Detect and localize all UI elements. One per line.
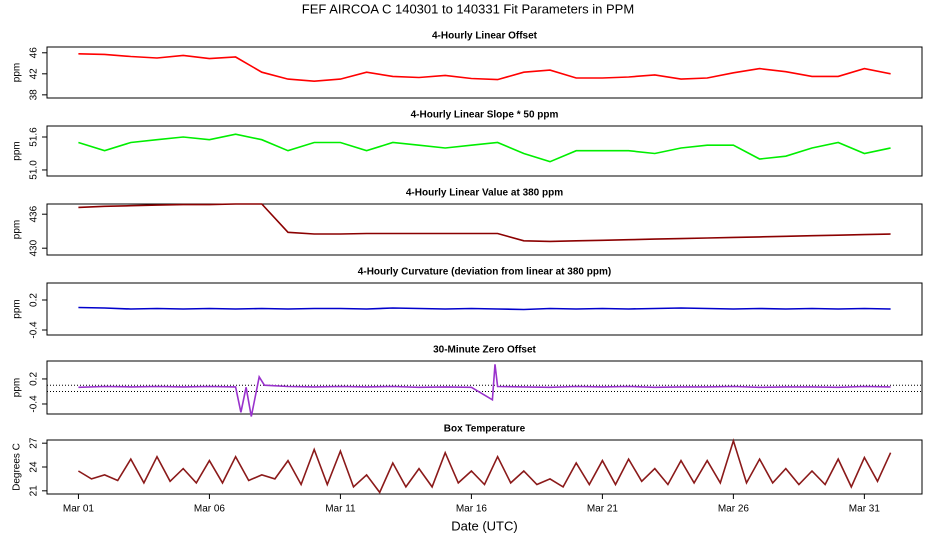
y-tick-label: 46	[29, 47, 40, 59]
panel-frame	[46, 360, 923, 415]
x-tick-label: Mar 26	[718, 504, 750, 515]
panel-frame	[46, 46, 923, 99]
y-axis-label: ppm	[12, 63, 23, 82]
x-tick-label: Mar 06	[194, 504, 226, 515]
y-tick-label: 24	[29, 461, 40, 473]
data-line	[78, 364, 891, 417]
y-axis-label: ppm	[12, 299, 23, 318]
y-tick-label: 21	[29, 485, 40, 497]
y-axis-label: ppm	[12, 220, 23, 239]
x-tick-label: Mar 16	[456, 504, 488, 515]
page-title: FEF AIRCOA C 140301 to 140331 Fit Parame…	[302, 1, 634, 16]
y-tick-label: 51.0	[29, 160, 40, 180]
panel-title: 4-Hourly Linear Value at 380 ppm	[406, 188, 563, 199]
x-axis-label: Date (UTC)	[451, 518, 517, 533]
panel-frame	[46, 203, 923, 256]
y-tick-label: 42	[29, 68, 40, 80]
y-axis-label: ppm	[12, 378, 23, 397]
y-axis-label: Degrees C	[12, 443, 23, 491]
y-tick-label: 0.2	[29, 293, 40, 307]
y-tick-label: 27	[29, 437, 40, 449]
data-line	[77, 438, 892, 494]
data-line	[78, 306, 891, 311]
panel-frame	[46, 439, 923, 495]
y-tick-label: 0.2	[29, 372, 40, 386]
y-tick-label: 51.6	[29, 127, 40, 147]
panel-frame	[46, 282, 923, 336]
x-tick-label: Mar 01	[63, 504, 95, 515]
panel-title: Box Temperature	[444, 424, 526, 435]
y-tick-label: -0.4	[29, 395, 40, 413]
y-tick-label: 38	[29, 89, 40, 101]
panel-frame	[46, 125, 923, 177]
x-tick-label: Mar 31	[849, 504, 881, 515]
y-tick-label: 436	[29, 205, 40, 222]
x-tick-label: Mar 21	[587, 504, 619, 515]
panel-title: 4-Hourly Linear Offset	[432, 31, 538, 42]
panel-title: 30-Minute Zero Offset	[433, 345, 536, 356]
y-tick-label: 430	[29, 239, 40, 256]
panel-title: 4-Hourly Linear Slope * 50 ppm	[411, 110, 559, 121]
data-line	[78, 203, 891, 243]
data-line	[78, 53, 891, 83]
y-axis-label: ppm	[12, 141, 23, 160]
x-tick-label: Mar 11	[325, 504, 356, 515]
data-line	[78, 133, 891, 163]
panel-title: 4-Hourly Curvature (deviation from linea…	[358, 267, 611, 278]
y-tick-label: -0.4	[29, 321, 40, 339]
